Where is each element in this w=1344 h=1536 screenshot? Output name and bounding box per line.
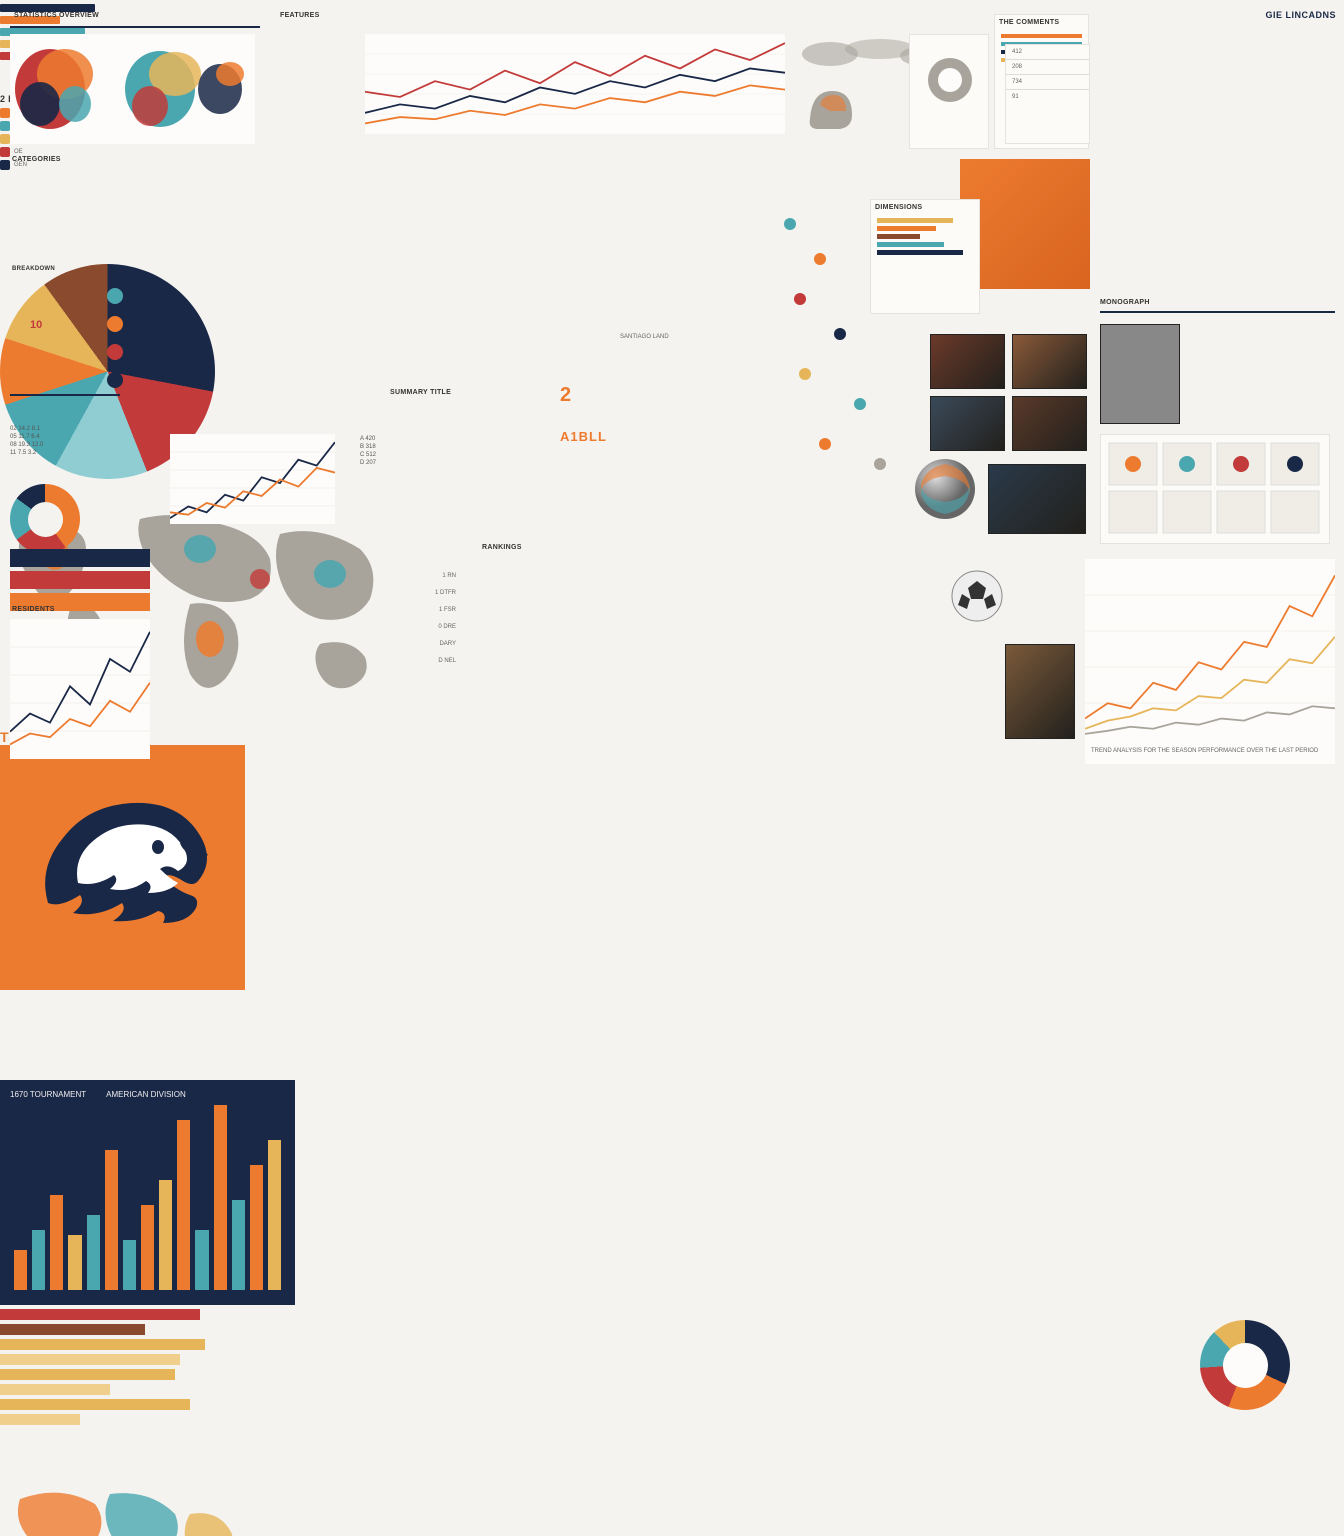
region-shapes [0,1479,240,1536]
photo-thumb [988,464,1086,534]
photo-thumb [930,396,1005,451]
line3-title: RESIDENTS [12,606,55,613]
soccer-ball-icon [950,569,1005,624]
hbars2-title: RANKINGS [482,544,522,551]
map-sub2: SANTIAGO LAND [620,334,669,340]
bar-chart-card: 1670 TOURNAMENT AMERICAN DIVISION [0,1080,295,1305]
line2-caption: TREND ANALYSIS FOR THE SEASON PERFORMANC… [1085,744,1335,758]
barcard-title-a: 1670 TOURNAMENT [10,1090,86,1099]
line-chart-1-svg [170,434,335,524]
hbar-chart-2 [0,1309,215,1479]
map-key-number: 2 [560,384,571,407]
section-title-2: FEATURES [280,12,320,19]
donut-chart-2 [1200,1320,1290,1410]
portrait-thumb [1100,324,1180,424]
swatch-strip [10,549,150,611]
icon-column [100,284,130,404]
mini-stat: 412 [1006,45,1089,60]
top-line-chart [365,34,785,134]
donut-center-text: 10 [30,319,42,331]
logo-block [0,745,245,990]
line-chart-2: TREND ANALYSIS FOR THE SEASON PERFORMANC… [1085,559,1335,764]
donut-chart [10,484,80,554]
mini-table-2: A 420B 318C 512D 207 [360,434,460,468]
photo-thumb [1005,644,1075,739]
helmet-icon [800,79,860,139]
line-chart-3-svg [10,619,150,759]
scatter-markers [770,204,940,504]
bar-chart-bars [10,1105,285,1290]
logo-label: GIE LINCADNS [1265,10,1336,20]
abstract-shapes-panel [10,34,255,144]
section-title: STATISTICS OVERVIEW [14,12,99,19]
map-small-title: SUMMARY TITLE [390,389,451,396]
divider-3 [1100,311,1335,313]
line-chart-1 [170,434,335,524]
region-shapes-svg [0,1479,240,1536]
mini-stat: 208 [1006,60,1089,75]
mini-stat: 734 [1006,75,1089,90]
right-mini-table: 412 208 734 91 [1005,44,1090,144]
line-chart-3 [10,619,150,759]
photo-thumb [1012,396,1087,451]
line-chart-2-svg [1085,559,1335,739]
barcard-title-b: AMERICAN DIVISION [106,1090,186,1099]
photo-thumb [1012,334,1087,389]
eagle-logo-icon [18,763,228,973]
right-panel-1-title: THE COMMENTS [995,15,1088,30]
abstract-shapes-svg [10,34,255,144]
photo-thumb [930,334,1005,389]
right-grid-panel [1100,434,1330,544]
hbar1-title: CATEGORIES [12,156,61,163]
right-panel-0 [909,34,989,149]
map-sub-label: A1BLL [560,429,607,444]
divider [10,26,260,28]
hbar1-sub: BREAKDOWN [12,266,55,272]
monograph-title: MONOGRAPH [1100,299,1150,306]
top-line-svg [365,34,785,134]
mini-table-1: 02 14.2 8.105 11.7 6.408 19.3 12.011 7.5… [10,424,160,458]
mini-stat: 91 [1006,90,1089,104]
